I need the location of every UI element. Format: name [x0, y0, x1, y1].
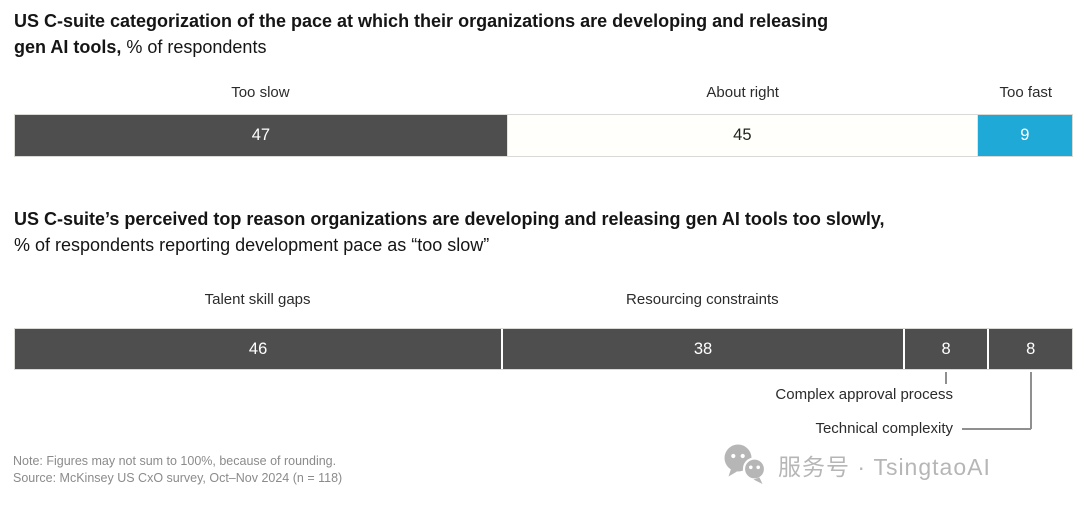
chart2-stacked-bar: 46 38 8 8	[14, 328, 1073, 370]
chart2-segment-talent-skill-gaps: 46	[15, 329, 502, 369]
chart2-title-bold: US C-suite’s perceived top reason organi…	[14, 209, 885, 229]
chart2-value-resourcing-constraints: 38	[693, 339, 713, 358]
chart1-segment-too-fast: 9	[977, 115, 1072, 156]
callout-line-technical-complexity-vertical	[1030, 372, 1032, 429]
watermark-text: 服务号 · TsingtaoAI	[778, 453, 991, 480]
callout-label-technical-complexity: Technical complexity	[815, 420, 953, 437]
chart2-category-labels: Talent skill gaps Resourcing constraints	[14, 291, 1073, 311]
chart2-value-complex-approval-process: 8	[941, 339, 951, 358]
chart1-title: US C-suite categorization of the pace at…	[14, 8, 1068, 60]
callout-label-complex-approval: Complex approval process	[775, 386, 953, 403]
chart2-value-technical-complexity: 8	[1026, 339, 1036, 358]
chart2-label-resourcing-constraints: Resourcing constraints	[626, 291, 779, 308]
chart1-subtitle: % of respondents	[126, 37, 267, 57]
chart1-value-too-slow: 47	[251, 126, 271, 144]
wechat-icon	[724, 444, 767, 484]
chart1-stacked-bar: 47 45 9	[14, 114, 1073, 157]
chart1-segment-too-slow: 47	[15, 115, 507, 156]
chart2-subtitle: % of respondents reporting development p…	[14, 235, 490, 255]
callout-line-complex-approval	[945, 372, 947, 384]
chart1-title-bold: US C-suite categorization of the pace at…	[14, 11, 829, 57]
chart2-segment-technical-complexity: 8	[987, 329, 1072, 369]
chart1-segment-about-right: 45	[506, 115, 978, 156]
source-text: Source: McKinsey US CxO survey, Oct–Nov …	[13, 470, 343, 485]
chart2-segment-complex-approval-process: 8	[902, 329, 988, 369]
chart1-value-about-right: 45	[733, 126, 752, 144]
chart1-label-about-right: About right	[706, 84, 779, 101]
chart2-value-talent-skill-gaps: 46	[248, 339, 268, 358]
chart1-category-labels: Too slow About right Too fast	[14, 84, 1073, 104]
note-text: Note: Figures may not sum to 100%, becau…	[13, 454, 337, 468]
chart1-label-too-fast: Too fast	[999, 84, 1053, 101]
chart2-segment-resourcing-constraints: 38	[501, 329, 903, 369]
chart1-value-too-fast: 9	[1020, 126, 1030, 144]
chart2-title: US C-suite’s perceived top reason organi…	[14, 206, 1068, 258]
footnote: Note: Figures may not sum to 100%, becau…	[13, 453, 342, 486]
watermark: 服务号 · TsingtaoAI	[722, 444, 991, 485]
callout-line-technical-complexity-horizontal	[962, 428, 1031, 430]
chart2-label-talent-skill-gaps: Talent skill gaps	[204, 291, 311, 308]
chart1-label-too-slow: Too slow	[231, 84, 290, 101]
